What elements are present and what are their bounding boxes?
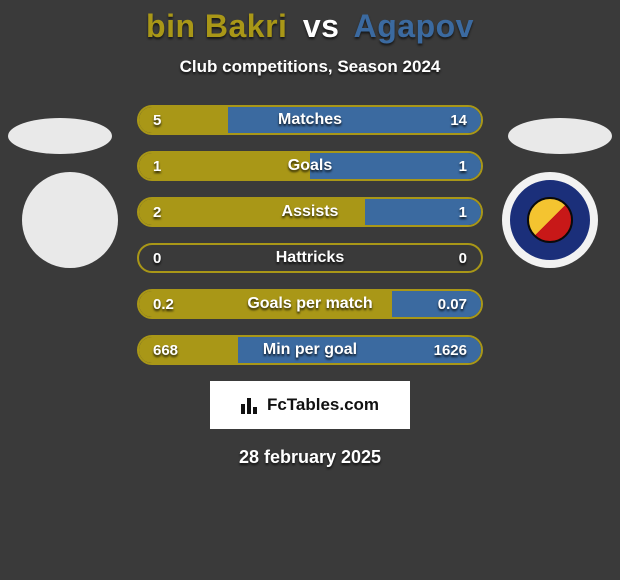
player1-club-badge xyxy=(22,172,118,268)
comparison-card: bin Bakri vs Agapov Club competitions, S… xyxy=(0,0,620,468)
footer-date: 28 february 2025 xyxy=(0,447,620,468)
stat-row: 0.2 Goals per match 0.07 xyxy=(137,289,483,319)
stat-label: Goals xyxy=(139,153,481,179)
page-title: bin Bakri vs Agapov xyxy=(0,8,620,45)
stats-rows: 5 Matches 14 1 Goals 1 2 Assists 1 0 Hat… xyxy=(137,105,483,365)
player2-name: Agapov xyxy=(354,8,474,44)
bar-chart-icon xyxy=(241,396,261,414)
stat-value-right: 0 xyxy=(459,245,467,271)
stat-row: 668 Min per goal 1626 xyxy=(137,335,483,365)
fctables-badge: FcTables.com xyxy=(210,381,410,429)
player1-badge-ellipse xyxy=(8,118,112,154)
stat-value-right: 1 xyxy=(459,199,467,225)
subtitle: Club competitions, Season 2024 xyxy=(0,57,620,77)
stat-row: 1 Goals 1 xyxy=(137,151,483,181)
stat-value-right: 1626 xyxy=(434,337,467,363)
fctables-label: FcTables.com xyxy=(267,395,379,415)
stat-row: 2 Assists 1 xyxy=(137,197,483,227)
vs-label: vs xyxy=(303,8,340,44)
stat-label: Hattricks xyxy=(139,245,481,271)
stat-row: 0 Hattricks 0 xyxy=(137,243,483,273)
stat-label: Min per goal xyxy=(139,337,481,363)
player2-badge-ellipse xyxy=(508,118,612,154)
stat-value-right: 0.07 xyxy=(438,291,467,317)
stat-row: 5 Matches 14 xyxy=(137,105,483,135)
stat-label: Assists xyxy=(139,199,481,225)
stat-label: Matches xyxy=(139,107,481,133)
stat-value-right: 14 xyxy=(450,107,467,133)
stat-value-right: 1 xyxy=(459,153,467,179)
stat-label: Goals per match xyxy=(139,291,481,317)
player2-club-badge xyxy=(502,172,598,268)
player1-name: bin Bakri xyxy=(146,8,287,44)
